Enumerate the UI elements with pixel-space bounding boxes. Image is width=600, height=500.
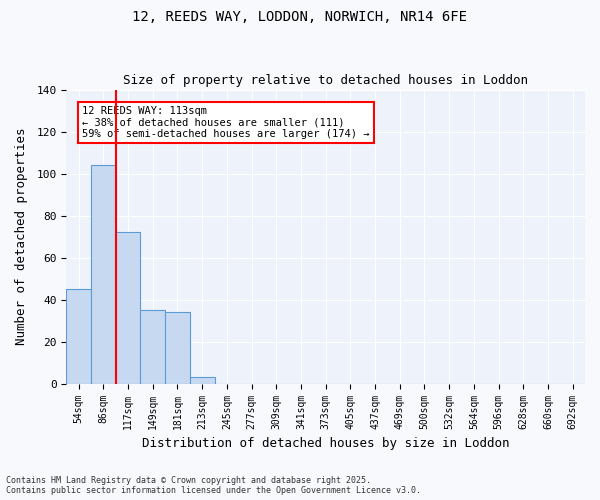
Text: 12 REEDS WAY: 113sqm
← 38% of detached houses are smaller (111)
59% of semi-deta: 12 REEDS WAY: 113sqm ← 38% of detached h…	[82, 106, 370, 139]
Bar	[165, 312, 190, 384]
Bar	[190, 378, 215, 384]
Text: 12, REEDS WAY, LODDON, NORWICH, NR14 6FE: 12, REEDS WAY, LODDON, NORWICH, NR14 6FE	[133, 10, 467, 24]
Bar	[116, 232, 140, 384]
Bar	[91, 165, 116, 384]
Title: Size of property relative to detached houses in Loddon: Size of property relative to detached ho…	[123, 74, 528, 87]
Text: Contains HM Land Registry data © Crown copyright and database right 2025.
Contai: Contains HM Land Registry data © Crown c…	[6, 476, 421, 495]
Bar	[140, 310, 165, 384]
Bar	[67, 289, 91, 384]
X-axis label: Distribution of detached houses by size in Loddon: Distribution of detached houses by size …	[142, 437, 509, 450]
Y-axis label: Number of detached properties: Number of detached properties	[15, 128, 28, 346]
